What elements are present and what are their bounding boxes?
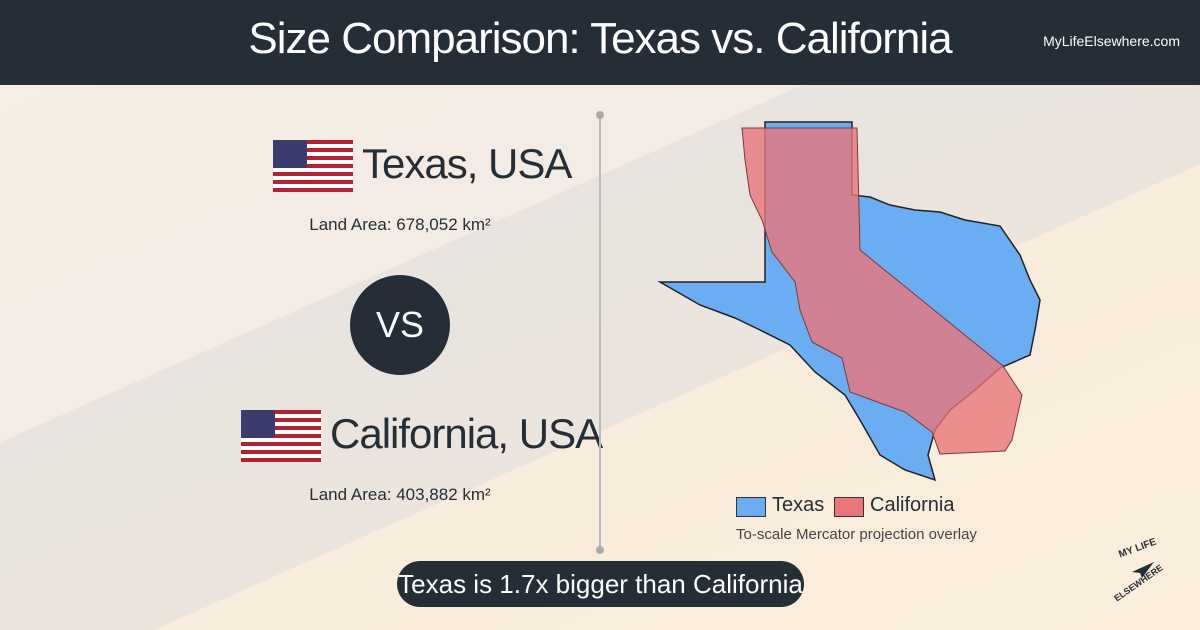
divider-dot: [596, 546, 604, 554]
legend-label: Texas: [772, 494, 825, 516]
vs-badge: VS: [350, 275, 450, 375]
divider-dot: [596, 111, 604, 119]
site-name: MyLifeElsewhere.com: [1043, 33, 1180, 49]
stripes: [273, 140, 353, 192]
flag: [241, 410, 321, 462]
legend-swatch: [736, 497, 766, 517]
divider: [599, 115, 601, 550]
header-bar: [0, 0, 1200, 85]
stripes: [241, 410, 321, 462]
flag: [273, 140, 353, 192]
california-shape: [741, 127, 1023, 455]
logo-text: MY LIFE: [1117, 536, 1158, 561]
land-area: Land Area: 403,882 km²: [309, 485, 491, 504]
title: Size Comparison: Texas vs. California: [248, 14, 952, 63]
logo-plane: [1132, 562, 1154, 578]
land-area: Land Area: 678,052 km²: [309, 215, 491, 234]
legend-label: California: [870, 494, 955, 516]
map-overlay: [657, 121, 1041, 482]
legend-swatch: [834, 497, 864, 517]
map-note: To-scale Mercator projection overlay: [736, 526, 977, 543]
summary-pill: Texas is 1.7x bigger than California: [397, 561, 804, 607]
country-name: Texas, USA: [362, 140, 572, 187]
country-name: California, USA: [330, 410, 603, 457]
